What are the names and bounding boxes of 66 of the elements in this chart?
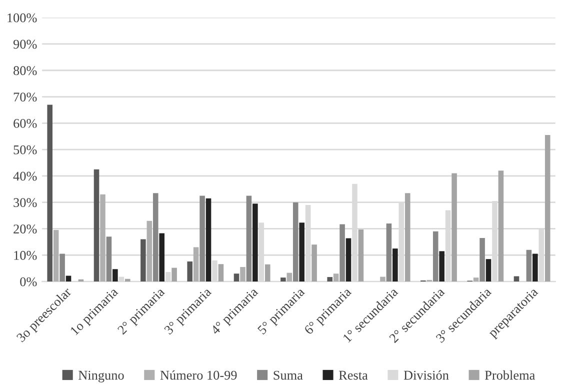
bar (112, 269, 118, 282)
bar (246, 196, 252, 282)
bar (358, 230, 364, 282)
bar (312, 244, 317, 282)
y-tick-label: 90% (13, 40, 37, 49)
bar (452, 173, 457, 282)
bar (124, 278, 130, 282)
bar (480, 238, 485, 282)
bar (486, 259, 492, 282)
y-tick-label: 50% (14, 145, 37, 154)
bar (100, 194, 106, 282)
bar (264, 264, 270, 282)
y-tick-label: 70% (14, 92, 37, 102)
bar (53, 230, 59, 282)
legend-label: Resta (338, 370, 368, 380)
bar (152, 193, 158, 282)
bar (340, 224, 345, 282)
bar (392, 248, 398, 282)
bar (106, 236, 112, 282)
y-tick-label: 10% (14, 250, 37, 260)
bar (47, 104, 52, 282)
bar (240, 267, 246, 282)
legend-label: Problema (484, 370, 535, 380)
bar (327, 277, 332, 282)
bar (252, 204, 258, 282)
bar (172, 268, 177, 282)
y-tick-label: 60% (14, 118, 37, 128)
bar (140, 239, 146, 282)
bar (498, 170, 504, 282)
bar (333, 274, 339, 282)
bar (60, 254, 65, 282)
y-tick-label: 30% (14, 198, 37, 208)
bar (346, 238, 352, 282)
legend-label: División (404, 370, 449, 380)
y-tick-label: 100% (8, 13, 37, 22)
bar (280, 278, 286, 282)
bar (526, 250, 532, 282)
bar (218, 264, 224, 282)
bar (234, 274, 240, 282)
bar (386, 223, 392, 282)
bar (404, 193, 410, 282)
bar (159, 233, 164, 282)
bar (94, 169, 100, 282)
bar (439, 251, 444, 282)
bar (544, 135, 550, 282)
y-tick-label: 20% (14, 224, 37, 234)
bar (514, 276, 520, 282)
bar (299, 222, 304, 282)
bar (66, 276, 72, 282)
legend-label: Suma (274, 370, 303, 380)
y-tick-label: 80% (14, 66, 37, 76)
bar (193, 247, 199, 282)
y-tick-label: 40% (13, 172, 37, 181)
bar (432, 231, 438, 282)
bar (532, 254, 538, 282)
y-tick-label: 0% (20, 277, 37, 286)
bar (187, 261, 192, 282)
bar (292, 202, 298, 282)
bar (200, 196, 205, 282)
legend-label: Ninguno (78, 370, 124, 382)
bar (473, 278, 479, 282)
bar (146, 220, 152, 282)
bar (206, 198, 212, 282)
bar (380, 276, 386, 282)
bar (286, 272, 292, 282)
legend-label: Número 10-99 (160, 370, 237, 380)
